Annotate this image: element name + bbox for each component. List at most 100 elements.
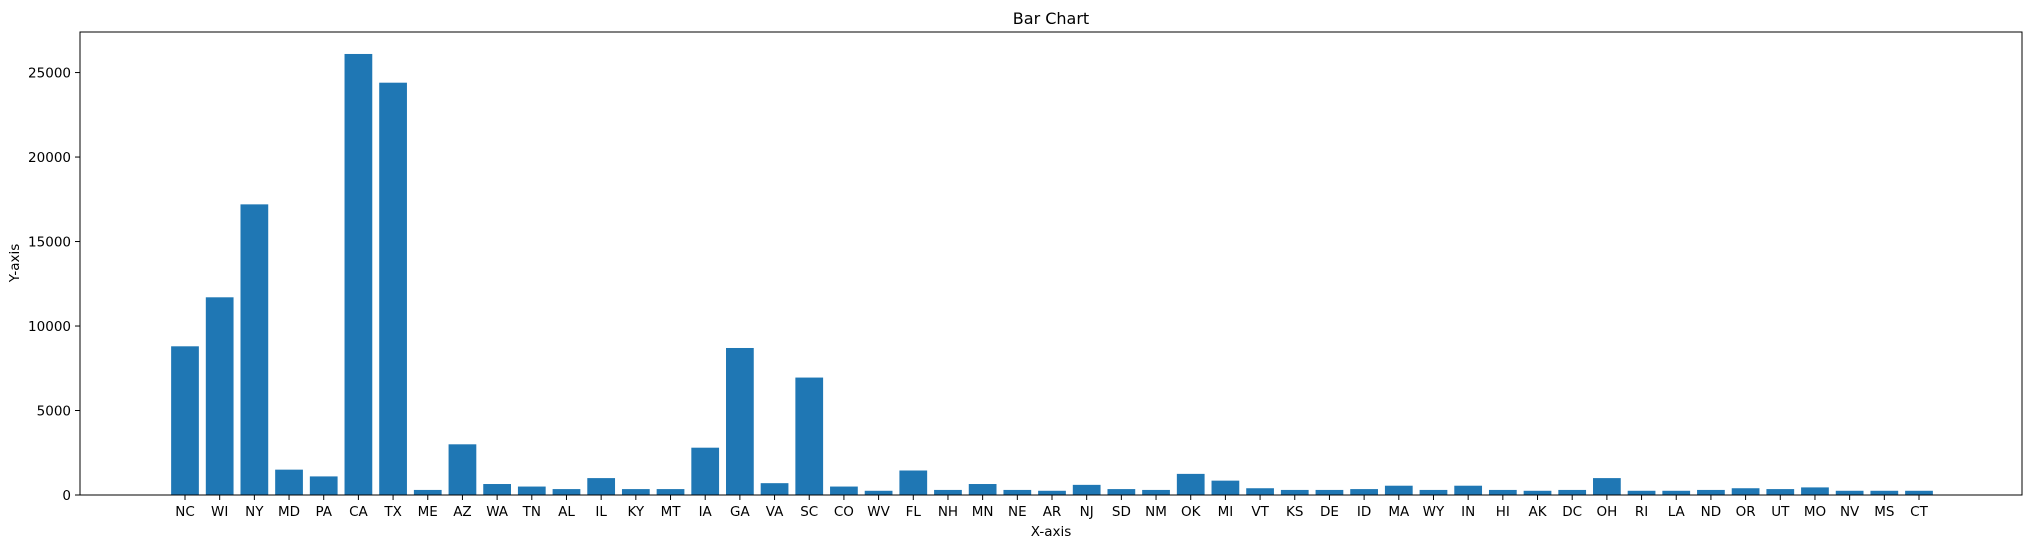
bar-ak xyxy=(1523,490,1552,495)
x-tick-label: MI xyxy=(1218,504,1234,520)
y-axis-title: Y-axis xyxy=(7,244,23,284)
x-tick-label: TN xyxy=(522,504,541,520)
x-tick-label: AL xyxy=(558,504,575,520)
y-tick-label: 15000 xyxy=(28,235,71,251)
bar-wv xyxy=(864,490,893,495)
x-tick-label: KY xyxy=(628,504,645,520)
bars-group xyxy=(171,53,1933,496)
bar-mt xyxy=(656,489,685,495)
bar-vt xyxy=(1246,488,1274,495)
bar-id xyxy=(1350,489,1378,495)
y-axis: 0 5000 10000 15000 20000 25000 xyxy=(28,66,80,504)
bar-de xyxy=(1315,489,1344,495)
x-tick-label: MT xyxy=(661,504,682,520)
x-tick-label: SD xyxy=(1112,504,1131,520)
bar-fl xyxy=(899,470,928,495)
x-tick-label: TX xyxy=(383,504,402,520)
bar-hi xyxy=(1488,489,1517,495)
y-tick-label: 10000 xyxy=(28,319,71,335)
y-tick-label: 25000 xyxy=(28,66,71,82)
bar-ks xyxy=(1280,489,1309,495)
bar-ri xyxy=(1627,490,1656,495)
x-tick-label: OR xyxy=(1736,504,1756,520)
x-tick-label: GA xyxy=(730,504,750,520)
x-tick-label: ID xyxy=(1357,504,1371,520)
x-tick-label: WA xyxy=(486,504,509,520)
bar-ia xyxy=(691,447,720,495)
x-tick-label: FL xyxy=(906,504,922,520)
y-tick-label: 0 xyxy=(62,488,71,504)
x-tick-label: ND xyxy=(1701,504,1722,520)
bar-wi xyxy=(205,297,234,495)
bar-in xyxy=(1454,485,1483,495)
x-tick-label: MD xyxy=(278,504,300,520)
bar-nj xyxy=(1072,484,1101,495)
y-tick-label: 5000 xyxy=(37,404,71,420)
bar-ne xyxy=(1003,489,1032,495)
bar-me xyxy=(413,489,442,495)
x-tick-label: DC xyxy=(1562,504,1582,520)
x-tick-label: AK xyxy=(1528,504,1547,520)
x-tick-label: MS xyxy=(1874,504,1894,520)
bar-or xyxy=(1731,488,1760,495)
x-tick-label: NJ xyxy=(1080,504,1094,520)
bar-ny xyxy=(240,204,269,496)
bar-dc xyxy=(1558,489,1587,495)
bar-nm xyxy=(1142,489,1170,495)
x-tick-label: SC xyxy=(800,504,818,520)
bar-md xyxy=(275,469,303,495)
x-tick-label: OH xyxy=(1596,504,1617,520)
bar-il xyxy=(587,478,616,495)
x-tick-label: KS xyxy=(1286,504,1303,520)
bar-ok xyxy=(1176,473,1205,495)
bar-ut xyxy=(1766,489,1795,495)
bar-ga xyxy=(726,347,754,495)
x-tick-label: DE xyxy=(1320,504,1339,520)
bar-nd xyxy=(1697,489,1725,495)
bar-ky xyxy=(621,489,650,495)
x-tick-label: CA xyxy=(349,504,368,520)
bar-sc xyxy=(795,377,824,495)
bar-wa xyxy=(483,484,511,495)
bar-va xyxy=(760,483,789,495)
bar-oh xyxy=(1593,478,1621,495)
chart-title: Bar Chart xyxy=(1013,9,1089,28)
x-tick-label: NM xyxy=(1145,504,1167,520)
x-tick-label: MA xyxy=(1388,504,1410,520)
x-tick-label: OK xyxy=(1181,504,1202,520)
plot-frame xyxy=(79,31,2023,496)
x-tick-label: IN xyxy=(1461,504,1475,520)
bar-az xyxy=(448,444,477,495)
x-tick-label: NH xyxy=(938,504,958,520)
x-tick-label: NY xyxy=(245,504,264,520)
x-tick-label: WI xyxy=(211,504,228,520)
x-tick-label: IA xyxy=(699,504,713,520)
bar-pa xyxy=(309,476,338,495)
bar-ms xyxy=(1870,490,1899,495)
x-tick-label: MO xyxy=(1804,504,1826,520)
bar-nv xyxy=(1835,490,1864,495)
x-tick-label: RI xyxy=(1635,504,1648,520)
x-tick-label: IL xyxy=(595,504,607,520)
x-tick-label: LA xyxy=(1668,504,1686,520)
bar-mi xyxy=(1211,480,1240,495)
bar-nh xyxy=(934,489,962,495)
x-tick-label: VT xyxy=(1251,504,1269,520)
x-tick-label: CO xyxy=(834,504,854,520)
bar-tx xyxy=(379,82,407,495)
bar-mo xyxy=(1801,487,1829,495)
bar-tn xyxy=(517,486,546,495)
x-tick-label: AZ xyxy=(453,504,471,520)
bar-sd xyxy=(1107,489,1136,495)
bar-mn xyxy=(968,484,997,495)
x-axis: NC WI NY MD PA CA TX ME AZ WA TN AL IL KY MT IA GA VA SC CO… xyxy=(175,495,1929,520)
x-tick-label: AR xyxy=(1043,504,1062,520)
bar-nc xyxy=(171,346,199,495)
x-tick-label: PA xyxy=(315,504,332,520)
x-tick-label: CT xyxy=(1910,504,1928,520)
bar-la xyxy=(1662,490,1691,495)
bar-ca xyxy=(344,53,373,495)
x-axis-title: X-axis xyxy=(1031,524,1072,540)
x-tick-label: WV xyxy=(867,504,890,520)
x-tick-label: UT xyxy=(1771,504,1790,520)
